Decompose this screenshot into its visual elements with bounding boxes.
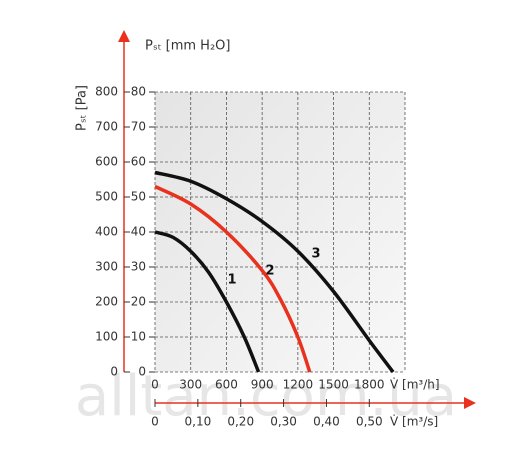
y2-tick-label: 80 (131, 85, 146, 99)
curve-label: 1 (227, 273, 236, 288)
x-tick-label: 600 (215, 378, 238, 392)
y2-tick-label: 70 (131, 120, 146, 134)
x-tick-label: 900 (251, 378, 274, 392)
curve-label: 2 (265, 264, 274, 279)
y2-tick-label: 10 (131, 330, 146, 344)
x2-tick-label: 0 (151, 415, 159, 429)
y2-tick-label: 20 (131, 295, 146, 309)
curve (154, 170, 395, 374)
y2-axis-label: Pₛₜ [mm H₂O] (145, 39, 230, 54)
curve-label: 3 (311, 247, 320, 262)
y-tick-label: 600 (95, 155, 118, 169)
y2-tick-label: 0 (138, 365, 146, 379)
x2-axis-label: V̇ [m³/s] (390, 414, 438, 428)
x-tick-label: 1200 (283, 378, 314, 392)
x2-tick-label: 0,50 (356, 415, 383, 429)
x2-tick-label: 0,30 (270, 415, 297, 429)
x2-tick-label: 0,40 (313, 415, 340, 429)
x-tick-label: 1800 (354, 378, 385, 392)
x-tick-label: 300 (179, 378, 202, 392)
curve (154, 230, 261, 373)
curve (154, 184, 312, 373)
watermark: alltan.com.ua (75, 364, 457, 429)
y2-tick-label: 60 (131, 155, 146, 169)
x2-tick-label: 0,10 (185, 415, 212, 429)
x2-tick-label: 0,20 (227, 415, 254, 429)
y2-tick-label: 40 (131, 225, 146, 239)
y-tick-label: 800 (95, 85, 118, 99)
y-tick-label: 300 (95, 260, 118, 274)
y-tick-label: 0 (110, 365, 118, 379)
y-tick-label: 200 (95, 295, 118, 309)
y-tick-label: 100 (95, 330, 118, 344)
y2-tick-label: 50 (131, 190, 146, 204)
x-tick-label: 0 (151, 378, 159, 392)
y-tick-label: 500 (95, 190, 118, 204)
x-tick-label: 1500 (318, 378, 349, 392)
y2-tick-label: 30 (131, 260, 146, 274)
y-tick-label: 400 (95, 225, 118, 239)
x-axis-label: V̇ [m³/h] (390, 377, 440, 391)
y-axis-label: Pₛₜ [Pa] (75, 85, 90, 131)
y-tick-label: 700 (95, 120, 118, 134)
